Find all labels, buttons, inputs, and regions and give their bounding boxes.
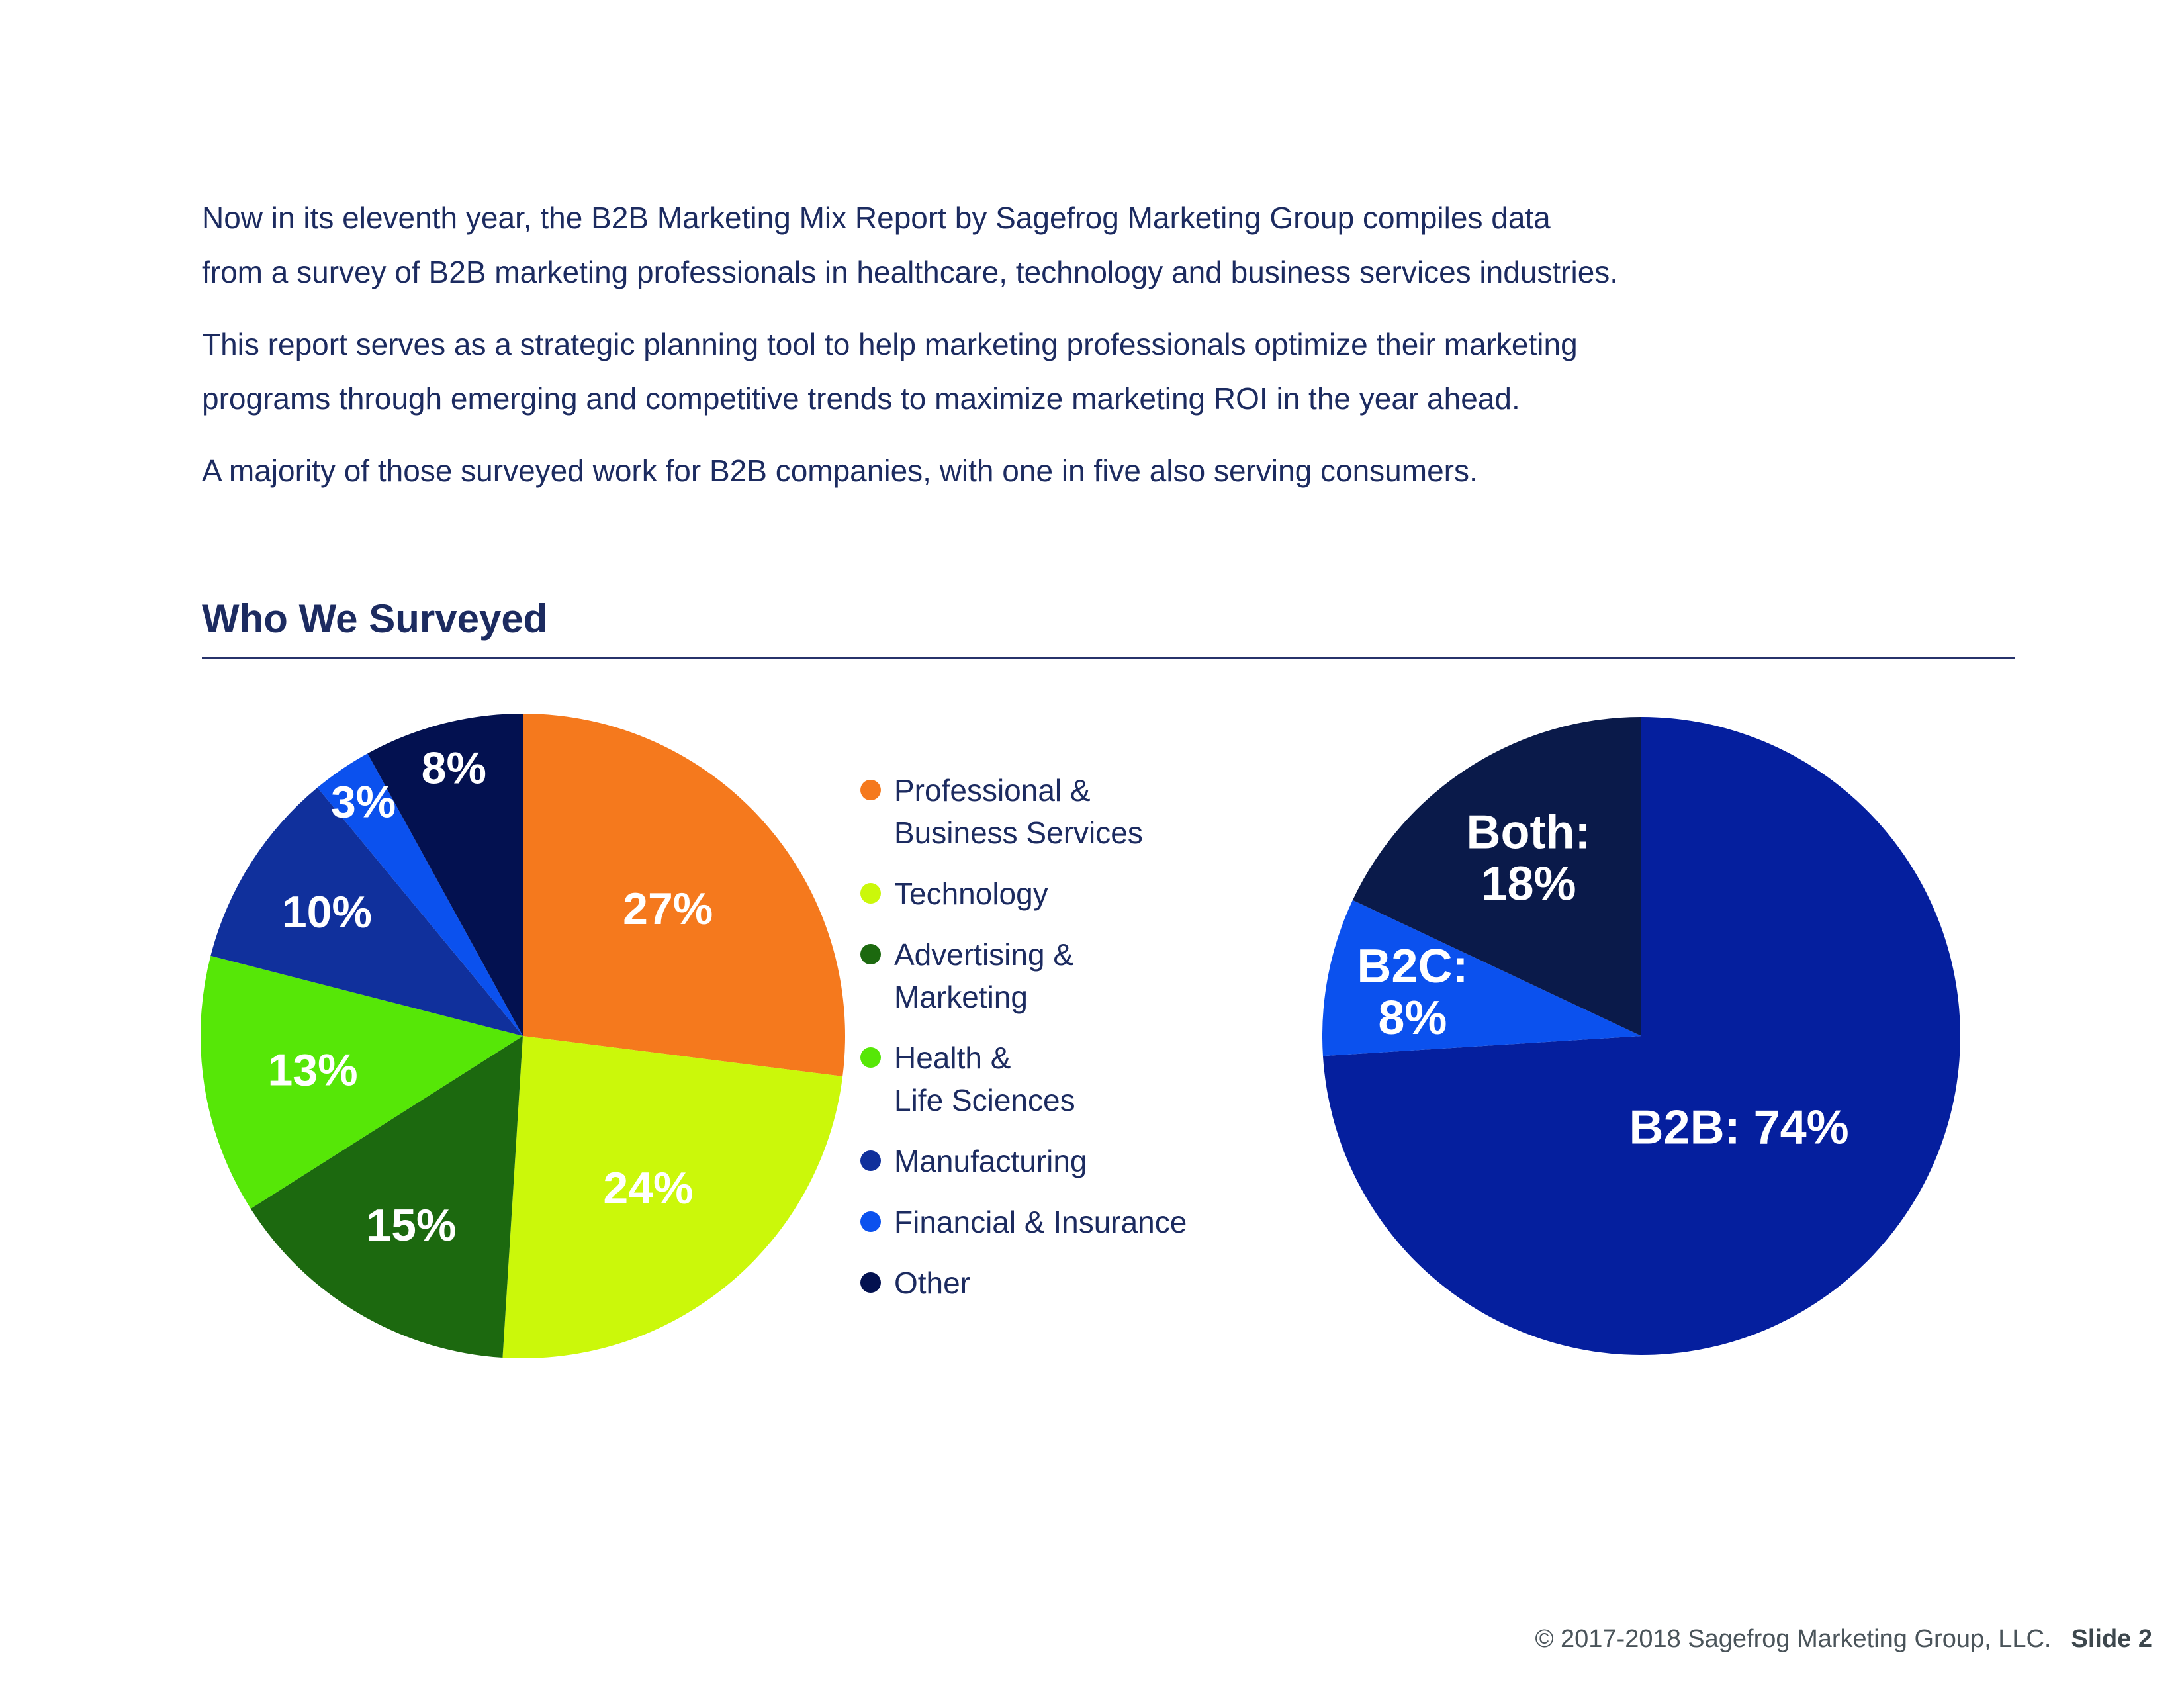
legend-label: Manufacturing <box>894 1144 1087 1178</box>
legend-dot-advertising-marketing <box>860 944 881 964</box>
legend-item-health-life-sciences: Health & Life Sciences <box>860 1037 1187 1121</box>
legend-label: Advertising & <box>894 937 1074 972</box>
pie-slice-professional-business-services <box>523 714 845 1077</box>
pie-slice-b2b <box>1322 717 1960 1355</box>
pie-slice-technology <box>502 1036 843 1358</box>
pie-label-financial-insurance: 3% <box>331 777 396 827</box>
pie-label-b2c: B2C: <box>1357 940 1468 993</box>
industries-legend: Professional & Business Services Technol… <box>860 769 1187 1323</box>
legend-dot-manufacturing <box>860 1150 881 1171</box>
pie-label-health-life-sciences: 13% <box>267 1045 357 1095</box>
pie-slice-other <box>367 714 523 1036</box>
intro-paragraph-1: Now in its eleventh year, the B2B Market… <box>202 191 1618 299</box>
legend-item-other: Other <box>860 1262 1187 1304</box>
pie-slice-both <box>1352 717 1641 1036</box>
intro-text: Now in its eleventh year, the B2B Market… <box>202 191 1618 516</box>
legend-item-technology: Technology <box>860 872 1187 915</box>
legend-label: Business Services <box>894 816 1143 850</box>
legend-label: Health & <box>894 1041 1011 1075</box>
pie-label-manufacturing: 10% <box>282 887 372 937</box>
legend-item-manufacturing: Manufacturing <box>860 1140 1187 1182</box>
pie-label-professional-business-services: 27% <box>623 884 713 934</box>
pie-label-advertising-marketing: 15% <box>366 1200 456 1250</box>
legend-label: Life Sciences <box>894 1083 1075 1117</box>
legend-dot-technology <box>860 883 881 904</box>
legend-label: Professional & <box>894 773 1091 808</box>
industries-pie-chart: 27% 24% 15% 13% 10% 3% 8% <box>201 714 845 1358</box>
legend-item-financial-insurance: Financial & Insurance <box>860 1201 1187 1243</box>
pie-label-b2c: 8% <box>1378 992 1447 1045</box>
intro-paragraph-2-line-1: This report serves as a strategic planni… <box>202 327 1578 361</box>
copyright-text: © 2017-2018 Sagefrog Marketing Group, LL… <box>1535 1625 2052 1653</box>
section-divider <box>202 657 2015 659</box>
legend-label: Financial & Insurance <box>894 1205 1187 1239</box>
legend-label: Technology <box>894 876 1048 911</box>
legend-dot-financial-insurance <box>860 1211 881 1232</box>
pie-label-both: 18% <box>1480 857 1576 910</box>
pie-slice-manufacturing <box>210 787 523 1036</box>
intro-paragraph-1-line-2: from a survey of B2B marketing professio… <box>202 255 1619 289</box>
intro-paragraph-3: A majority of those surveyed work for B2… <box>202 444 1618 498</box>
intro-paragraph-2: This report serves as a strategic planni… <box>202 317 1618 426</box>
legend-label: Other <box>894 1266 971 1300</box>
pie-label-b2b: B2B: 74% <box>1629 1102 1849 1154</box>
legend-item-professional-business-services: Professional & Business Services <box>860 769 1187 854</box>
pie-slice-health-life-sciences <box>201 955 523 1209</box>
pie-slice-financial-insurance <box>317 753 523 1036</box>
intro-paragraph-3-line-1: A majority of those surveyed work for B2… <box>202 453 1478 488</box>
legend-item-advertising-marketing: Advertising & Marketing <box>860 933 1187 1018</box>
footer: © 2017-2018 Sagefrog Marketing Group, LL… <box>1535 1625 2152 1654</box>
intro-paragraph-1-line-1: Now in its eleventh year, the B2B Market… <box>202 201 1551 235</box>
section-title: Who We Surveyed <box>202 596 548 641</box>
pie-label-technology: 24% <box>603 1163 693 1213</box>
pie-slice-advertising-marketing <box>250 1036 523 1358</box>
slide-number: Slide 2 <box>2071 1625 2153 1653</box>
pie-slice-b2c <box>1322 900 1641 1056</box>
b2b-b2c-pie-chart: B2B: 74% B2C:8% Both:18% <box>1322 717 1960 1355</box>
legend-dot-professional-business-services <box>860 780 881 800</box>
legend-label: Marketing <box>894 980 1028 1014</box>
pie-label-other: 8% <box>422 743 486 793</box>
intro-paragraph-2-line-2: programs through emerging and competitiv… <box>202 381 1520 416</box>
pie-label-both: Both: <box>1467 806 1591 859</box>
legend-dot-health-life-sciences <box>860 1047 881 1068</box>
legend-dot-other <box>860 1272 881 1293</box>
